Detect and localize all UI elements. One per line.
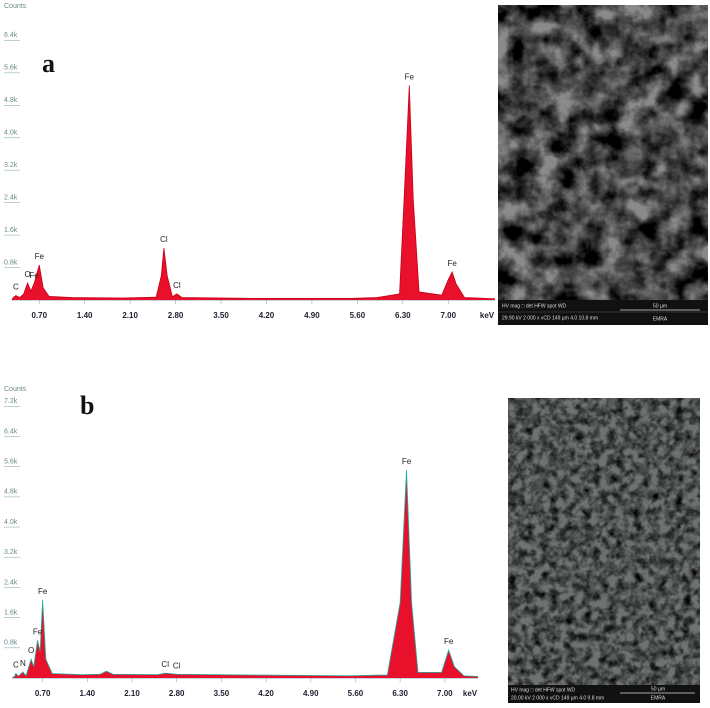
peak-label: C bbox=[13, 661, 19, 670]
scale-bar: 50 µm bbox=[651, 686, 665, 692]
x-tick-label: 2.80 bbox=[169, 689, 185, 698]
y-tick-label: 3.2k bbox=[4, 549, 18, 556]
x-tick-label: 4.20 bbox=[259, 311, 275, 320]
x-tick-label: 0.70 bbox=[31, 311, 47, 320]
peak-label: O bbox=[24, 270, 30, 279]
y-tick-label: 2.4k bbox=[4, 194, 18, 201]
info-values: 20.00 kV 2 000 x vCD 149 µm 4.0 9.8 mm bbox=[511, 695, 604, 701]
spectrum-line bbox=[11, 85, 496, 301]
y-tick-label: 5.6k bbox=[4, 459, 18, 466]
x-tick-label: 4.90 bbox=[304, 311, 320, 320]
peak-label: Cl bbox=[161, 660, 169, 669]
y-tick-label: 5.6k bbox=[4, 65, 18, 72]
x-tick-label: 2.10 bbox=[124, 689, 140, 698]
peak-label: Fe bbox=[29, 271, 39, 280]
panel-letter: a bbox=[42, 49, 55, 78]
peak-label: N bbox=[20, 659, 26, 668]
x-tick-label: 5.60 bbox=[350, 311, 366, 320]
y-tick-label: 1.6k bbox=[4, 609, 18, 616]
x-tick-label: 3.50 bbox=[214, 689, 230, 698]
y-tick-label: 0.8k bbox=[4, 259, 18, 266]
x-tick-label: 1.40 bbox=[77, 311, 93, 320]
y-tick-label: 6.4k bbox=[4, 428, 18, 435]
peak-label: Cl bbox=[173, 661, 181, 670]
scale-bar: 50 µm bbox=[653, 303, 667, 309]
peak-label: Cl bbox=[160, 235, 168, 244]
x-tick-label: 6.30 bbox=[395, 311, 411, 320]
x-tick-label: 5.60 bbox=[348, 689, 364, 698]
y-tick-label: 4.0k bbox=[4, 519, 18, 526]
spectrum-line bbox=[11, 470, 479, 679]
x-tick-label: 3.50 bbox=[213, 311, 229, 320]
x-tick-label: 0.70 bbox=[35, 689, 51, 698]
x-tick-label: 7.00 bbox=[440, 311, 456, 320]
y-tick-label: 4.0k bbox=[4, 130, 18, 137]
x-tick-label: 6.30 bbox=[392, 689, 408, 698]
y-tick-label: 3.2k bbox=[4, 162, 18, 169]
info-values: 29.90 kV 2 000 x vCD 149 µm 4.0 10.8 mm bbox=[502, 315, 598, 321]
sem-image: HV mag □ det HFW spot WD 29.90 kV 2 000 … bbox=[498, 5, 708, 325]
info-header: HV mag □ det HFW spot WD bbox=[502, 303, 567, 309]
peak-label: C bbox=[13, 283, 19, 292]
peak-label: Fe bbox=[402, 457, 412, 466]
peak-label: Fe bbox=[38, 587, 48, 596]
x-tick-label: 2.80 bbox=[168, 311, 184, 320]
y-axis-label: Counts bbox=[4, 386, 27, 393]
lab-name: EMRA bbox=[651, 695, 666, 701]
info-header: HV mag □ det HFW spot WD bbox=[511, 687, 576, 693]
y-tick-label: 0.8k bbox=[4, 640, 18, 647]
y-tick-label: 4.8k bbox=[4, 489, 18, 496]
x-tick-label: 4.90 bbox=[303, 689, 319, 698]
peak-label: Fe bbox=[35, 252, 45, 261]
y-tick-label: 7.2k bbox=[4, 398, 18, 405]
y-tick-label: 6.4k bbox=[4, 32, 18, 39]
panel-letter: b bbox=[80, 391, 94, 420]
y-axis-label: Counts bbox=[4, 3, 27, 10]
peak-label: Fe bbox=[33, 627, 43, 636]
lab-name: EMRA bbox=[653, 316, 668, 322]
peak-label: Fe bbox=[444, 637, 454, 646]
spectrum-area bbox=[12, 85, 495, 301]
sem-image: HV mag □ det HFW spot WD 20.00 kV 2 000 … bbox=[508, 398, 700, 703]
y-tick-label: 1.6k bbox=[4, 227, 18, 234]
x-tick-label: 2.10 bbox=[122, 311, 138, 320]
peak-label: Fe bbox=[447, 259, 457, 268]
x-tick-label: 4.20 bbox=[258, 689, 274, 698]
x-tick-label: 1.40 bbox=[80, 689, 96, 698]
x-axis-label: keV bbox=[463, 689, 478, 698]
peak-label: O bbox=[28, 646, 34, 655]
y-tick-label: 2.4k bbox=[4, 579, 18, 586]
peak-label: Fe bbox=[405, 73, 415, 82]
y-tick-label: 4.8k bbox=[4, 97, 18, 104]
x-axis-label: keV bbox=[480, 311, 495, 320]
peak-label: Cl bbox=[173, 281, 181, 290]
x-tick-label: 7.00 bbox=[437, 689, 453, 698]
